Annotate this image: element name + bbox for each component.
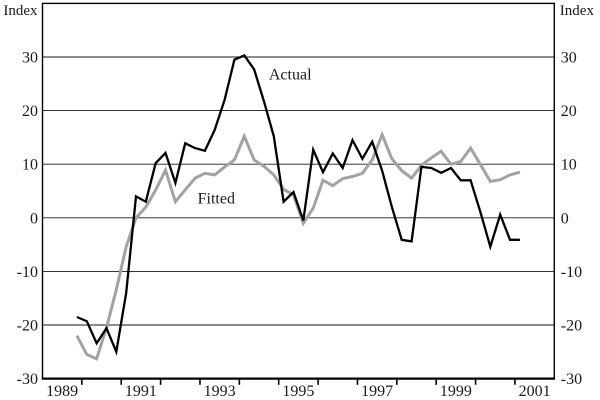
plot-frame [41,2,555,380]
x-year-label: 2001 [519,383,551,400]
y-tick-label-right: 20 [561,103,577,120]
y-tick-label-right: 30 [561,50,577,67]
actual-line [76,53,520,356]
annotation-actual-label: Actual [269,67,312,84]
axis-title-index-left: Index [3,3,38,19]
y-tick-label-right: -10 [561,264,582,281]
x-year-label: 1995 [282,383,314,400]
y-tick-label-right: -30 [561,371,582,388]
y-tick-label-left: 20 [22,103,38,120]
x-year-label: 1999 [440,383,472,400]
y-tick-label-left: 30 [22,50,38,67]
y-tick-label-left: 0 [30,210,38,227]
y-tick-label-right: 10 [561,157,577,174]
x-year-label: 1997 [361,383,393,400]
y-tick-label-left: -30 [17,371,38,388]
y-tick-label-right: -20 [561,318,582,335]
y-tick-label-left: 10 [22,157,38,174]
y-tick-label-left: -10 [17,264,38,281]
axis-title-index-right: Index [560,3,595,19]
annotation-fitted-label: Fitted [198,190,235,207]
x-year-label: 1991 [125,383,157,400]
x-year-label: 1993 [204,383,236,400]
y-tick-label-left: -20 [17,318,38,335]
y-tick-label-right: 0 [561,210,569,227]
x-year-label: 1989 [46,383,78,400]
